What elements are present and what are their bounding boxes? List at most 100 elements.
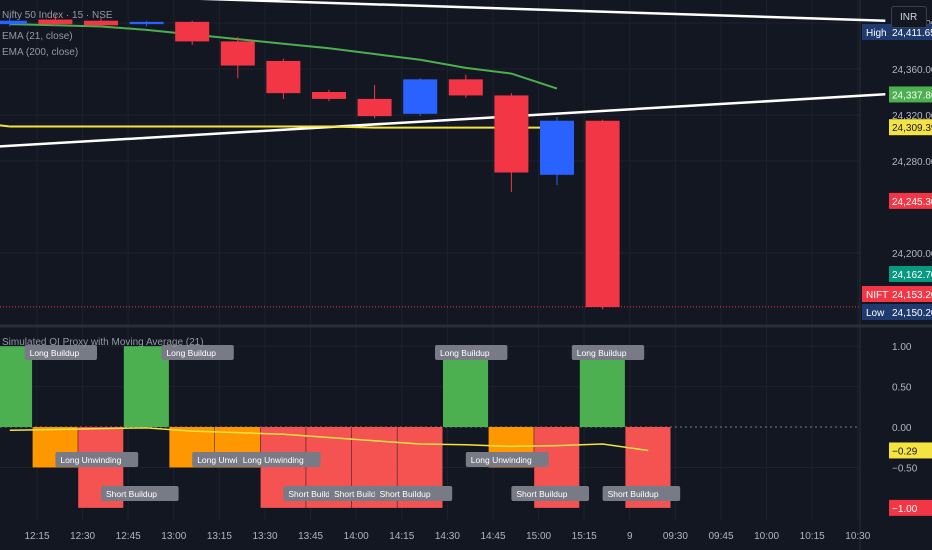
oi-signal-text: Long Buildup — [166, 348, 216, 358]
oi-signal-label: Long Unwinding — [465, 452, 549, 467]
close-badge-text: 24,245.30 — [892, 197, 932, 208]
candle-14:00 — [357, 98, 392, 117]
oi-tick-label: −0.50 — [892, 463, 918, 474]
ema21-line — [9, 125, 557, 129]
time-tick-label: 14:30 — [435, 531, 460, 542]
oi-signal-text: Long Buildup — [440, 348, 490, 358]
oi-signal-label: Long Buildup — [24, 345, 98, 360]
symbol-legend: Nifty 50 Index · 15 · NSE — [2, 10, 113, 21]
oi-ma-line — [9, 427, 649, 452]
oi-signal-bg — [101, 486, 179, 501]
oi-signal-text: Long Buildup — [30, 348, 80, 358]
oi-signal-text: Long Unwinding — [197, 455, 258, 465]
oi-signal-text: Short Buildup — [608, 489, 659, 499]
oi-signal-label: Short Buildup — [511, 486, 589, 501]
oi-tick-label: 1.00 — [892, 342, 912, 353]
oi-signal-bg — [374, 486, 453, 501]
time-tick-label: 09:30 — [663, 531, 688, 542]
oi-min-badge-text: −1.00 — [892, 504, 918, 515]
symbol-badge-tag-text: NIFTY — [866, 290, 895, 301]
oi-signal-label: Long Unwinding — [237, 452, 321, 467]
trendline — [199, 0, 886, 22]
ema21-badge-text: 24,309.39 — [892, 123, 932, 134]
oi-signal-bg — [571, 345, 645, 360]
ema200-badge-text: 24,337.86 — [892, 90, 932, 101]
candle-12:30 — [84, 20, 118, 26]
price-tick-label: 24,320.00 — [892, 111, 932, 122]
high-badge-text: 24,411.65 — [892, 28, 932, 39]
oi-signal-bg — [237, 452, 321, 467]
oi-signal-bg — [161, 345, 234, 360]
low-badge-tag-text: Low — [866, 308, 885, 319]
oi-signal-bg — [24, 345, 98, 360]
candle-15:15 — [585, 120, 620, 308]
high-badge — [889, 24, 932, 40]
low-badge — [889, 304, 932, 320]
oi-signal-text: Long Unwinding — [243, 455, 304, 465]
symbol-badge — [889, 286, 932, 302]
level-badge — [889, 266, 932, 282]
high-badge-tag-text: High — [866, 28, 887, 39]
candle-13:45 — [312, 92, 346, 99]
oi-signal-text: Long Buildup — [577, 348, 627, 358]
oi-tick-label: 0.50 — [892, 383, 912, 394]
time-tick-label: 13:30 — [252, 531, 277, 542]
oi-signal-text: Short Buildup — [516, 489, 567, 499]
low-badge-text: 24,150.20 — [892, 308, 932, 319]
oi-signal-text: Long Unwinding — [60, 455, 121, 465]
high-badge-tag — [862, 24, 889, 40]
oi-signal-label: Long Buildup — [435, 345, 508, 360]
symbol-badge-text: 24,153.20 — [892, 290, 932, 301]
oi-signal-label: Long Buildup — [161, 345, 234, 360]
ema21-legend[interactable]: EMA (21, close) — [2, 31, 73, 42]
oi-signal-text: Short Buildup — [334, 489, 385, 499]
time-tick-label: 14:00 — [344, 531, 369, 542]
oi-ma-badge — [889, 442, 932, 459]
candle-13:15 — [220, 41, 255, 66]
time-tick-label: 10:15 — [800, 531, 825, 542]
oi-min-badge — [889, 499, 932, 516]
candle-12:15 — [38, 19, 73, 25]
oi-signal-label: Short Buildup — [602, 486, 681, 501]
time-tick-label: 12:30 — [70, 531, 95, 542]
candle-13:30 — [266, 60, 301, 94]
price-tick-label: 24,200.00 — [892, 249, 932, 260]
oi-signal-label: Short Buildup — [374, 486, 453, 501]
oi-signal-label: Short Buildup — [101, 486, 179, 501]
time-tick-label: 14:15 — [389, 531, 414, 542]
ema21-line-start — [0, 124, 10, 128]
time-tick-label: 10:00 — [754, 531, 779, 542]
time-tick-label: 10:30 — [845, 531, 870, 542]
oi-signal-bg — [435, 345, 508, 360]
candle-13:00 — [175, 21, 210, 42]
candle-14:45 — [494, 95, 529, 173]
ema200-legend[interactable]: EMA (200, close) — [2, 47, 79, 58]
symbol-badge-tag — [862, 286, 889, 302]
oi-signal-label: Long Buildup — [571, 345, 645, 360]
oi-ma-badge-text: −0.29 — [892, 446, 918, 457]
oi-signal-bg — [602, 486, 681, 501]
low-badge-tag — [862, 304, 889, 320]
candle-12:45 — [129, 21, 164, 25]
currency-button[interactable]: INR — [891, 6, 927, 28]
candle-15:00 — [540, 120, 574, 175]
time-tick-label: 09:45 — [708, 531, 733, 542]
indicator-title[interactable]: Simulated OI Proxy with Moving Average (… — [2, 337, 204, 348]
oi-signal-label: Long Unwinding — [55, 452, 139, 467]
oi-signal-bg — [55, 452, 139, 467]
candle-12:00 — [0, 20, 27, 25]
oi-bar — [123, 346, 169, 428]
close-badge — [889, 192, 932, 209]
oi-signal-bg — [511, 486, 589, 501]
oi-signal-text: Long Unwinding — [471, 455, 532, 465]
oi-signal-bg — [465, 452, 549, 467]
candle-14:15 — [403, 79, 438, 114]
time-tick-label: 13:00 — [161, 531, 186, 542]
oi-signal-text: Short Buildup — [106, 489, 157, 499]
time-tick-label: 14:45 — [480, 531, 505, 542]
time-tick-label: 9 — [627, 531, 633, 542]
time-tick-label: 13:45 — [298, 531, 323, 542]
oi-signal-text: Short Buildup — [288, 489, 339, 499]
time-tick-label: 12:15 — [24, 531, 49, 542]
